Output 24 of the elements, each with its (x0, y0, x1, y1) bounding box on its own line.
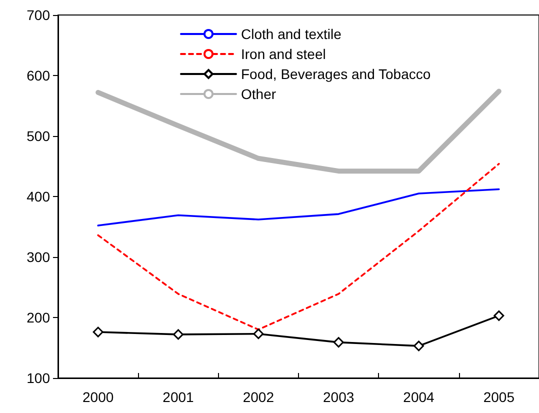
legend-label: Food, Beverages and Tobacco (241, 66, 431, 82)
y-tick-label: 200 (26, 310, 50, 326)
x-tick-label: 2003 (323, 389, 354, 405)
y-tick-label: 500 (26, 128, 50, 144)
y-tick-label: 300 (26, 249, 50, 265)
point (173, 329, 184, 340)
y-tick-label: 700 (26, 7, 50, 23)
x-tick-label: 2002 (242, 389, 274, 405)
line-series (97, 188, 500, 226)
x-tick-label: 2004 (403, 389, 435, 405)
point (494, 310, 504, 321)
x-tick-label: 2001 (162, 389, 194, 405)
point (414, 340, 424, 352)
point (333, 337, 344, 348)
x-tick-label: 2000 (82, 389, 114, 405)
legend-label: Cloth and textile (241, 26, 342, 42)
x-tick-label: 2005 (483, 389, 515, 405)
legend-label: Other (241, 86, 276, 102)
y-tick-label: 400 (26, 188, 50, 204)
legend-label: Iron and steel (241, 46, 326, 62)
point (92, 326, 104, 338)
y-tick-label: 100 (26, 370, 50, 386)
point (253, 328, 264, 340)
y-tick-label: 600 (26, 68, 50, 84)
